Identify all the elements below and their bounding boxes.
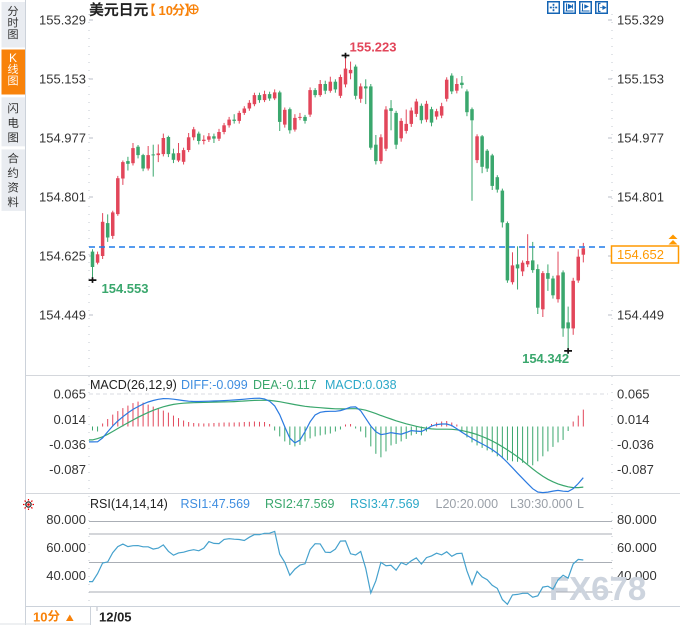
svg-text:0.014: 0.014: [617, 412, 650, 427]
svg-text:154.625: 154.625: [39, 249, 86, 264]
svg-text:-0.036: -0.036: [49, 437, 86, 452]
svg-text:RSI3:47.569: RSI3:47.569: [350, 497, 420, 511]
svg-text:155.329: 155.329: [39, 13, 86, 28]
svg-text:L20:20.000: L20:20.000: [436, 497, 499, 511]
svg-text:40.000: 40.000: [617, 568, 657, 583]
svg-text:154.977: 154.977: [617, 131, 664, 146]
svg-text:155.153: 155.153: [39, 72, 86, 87]
svg-text:-0.087: -0.087: [617, 462, 654, 477]
svg-text:154.342: 154.342: [522, 351, 569, 366]
svg-text:155.329: 155.329: [617, 13, 664, 28]
svg-text:155.223: 155.223: [350, 40, 397, 55]
svg-text:RSI2:47.569: RSI2:47.569: [265, 497, 335, 511]
svg-text:DEA:-0.117: DEA:-0.117: [253, 378, 317, 392]
svg-text:154.553: 154.553: [102, 281, 149, 296]
svg-text:12/05: 12/05: [99, 610, 132, 625]
svg-text:155.153: 155.153: [617, 72, 664, 87]
svg-text:154.977: 154.977: [39, 131, 86, 146]
svg-text:K: K: [9, 51, 17, 65]
svg-text:40.000: 40.000: [46, 568, 86, 583]
svg-text:10: 10: [33, 610, 47, 625]
svg-text:MACD:0.038: MACD:0.038: [325, 378, 397, 392]
svg-text:MACD(26,12,9): MACD(26,12,9): [90, 378, 177, 392]
svg-text:0.014: 0.014: [53, 412, 86, 427]
svg-text:154.449: 154.449: [39, 308, 86, 323]
svg-text:-0.036: -0.036: [617, 437, 654, 452]
svg-text:154.652: 154.652: [617, 247, 664, 262]
svg-text:-0.087: -0.087: [49, 462, 86, 477]
svg-text:154.801: 154.801: [617, 190, 664, 205]
svg-text:L: L: [577, 497, 584, 511]
svg-text:RSI1:47.569: RSI1:47.569: [181, 497, 251, 511]
svg-text:RSI(14,14,14): RSI(14,14,14): [90, 497, 168, 511]
svg-text:0.065: 0.065: [53, 387, 86, 402]
svg-text:DIFF:-0.099: DIFF:-0.099: [181, 378, 248, 392]
svg-text:L30:30.000: L30:30.000: [510, 497, 573, 511]
svg-text:154.801: 154.801: [39, 190, 86, 205]
svg-text:0.065: 0.065: [617, 387, 650, 402]
svg-text:80.000: 80.000: [617, 512, 657, 527]
svg-text:60.000: 60.000: [46, 540, 86, 555]
svg-text:10: 10: [159, 3, 173, 18]
svg-text:80.000: 80.000: [46, 512, 86, 527]
svg-text:60.000: 60.000: [617, 540, 657, 555]
svg-text:154.449: 154.449: [617, 308, 664, 323]
